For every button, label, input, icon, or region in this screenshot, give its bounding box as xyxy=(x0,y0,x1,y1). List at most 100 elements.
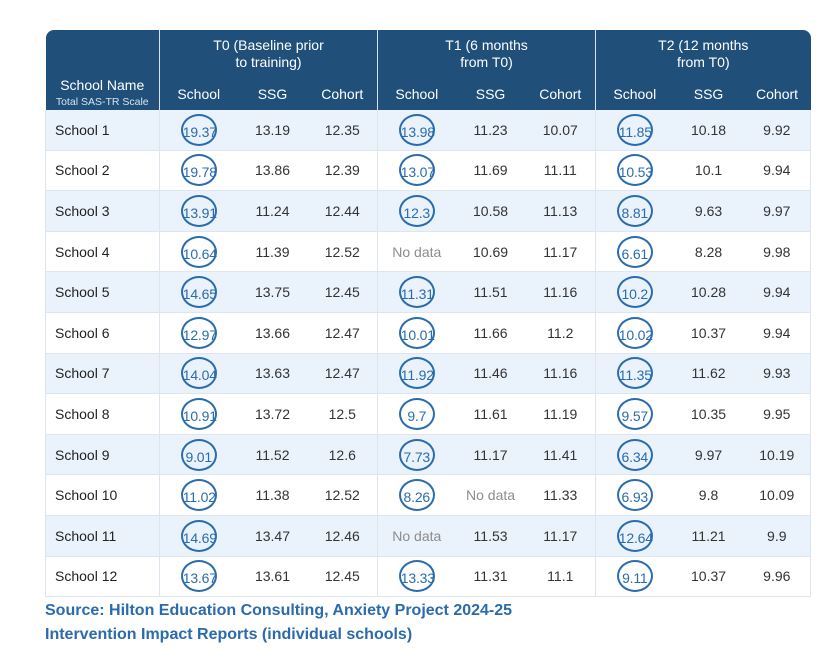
value-cell-t0-ssg: 13.75 xyxy=(237,271,308,313)
table-row: School 9 9.01 11.52 12.6 7.73 11.17 11.41 6.34 9… xyxy=(45,434,812,476)
value-cell-t0-cohort: 12.47 xyxy=(307,312,378,354)
circled-school-value: 12.97 xyxy=(180,316,217,349)
group-header-t0: T0 (Baseline prior to training) xyxy=(158,30,378,78)
circled-school-value: 13.07 xyxy=(398,154,435,187)
circled-school-value: 9.7 xyxy=(398,397,435,430)
value-cell-t1-cohort: 11.17 xyxy=(525,231,596,273)
circled-school-value: 10.53 xyxy=(616,154,653,187)
source-line-2: Intervention Impact Reports (individual … xyxy=(45,626,413,643)
value-cell-t2-cohort: 9.97 xyxy=(743,190,812,232)
circled-school-value: 10.64 xyxy=(180,235,217,268)
circled-school-value: 11.92 xyxy=(398,357,435,390)
table-row: School 4 10.64 11.39 12.52 No data 10.69 11.17… xyxy=(45,231,812,273)
subheader-t0-ssg: SSG xyxy=(257,86,288,102)
group-header-t0-line2: to training) xyxy=(235,54,302,70)
value-cell-t2-ssg: 11.62 xyxy=(673,353,744,395)
school-name-header-label: School Name xyxy=(60,77,145,93)
subheader-t2-school: School xyxy=(595,78,674,110)
value-cell-t0-ssg: 11.24 xyxy=(237,190,308,232)
circled-school-value: 9.57 xyxy=(616,397,653,430)
value-cell-t0-ssg: 11.39 xyxy=(237,231,308,273)
school-name-cell: School 2 xyxy=(45,150,160,192)
value-cell-t1-ssg: 11.51 xyxy=(455,271,526,313)
value-cell-t0-school: 13.91 xyxy=(159,190,238,232)
circled-school-value: 11.85 xyxy=(616,113,653,146)
group-header-t2-line1: T2 (12 months xyxy=(658,37,749,53)
value-cell-t2-ssg: 9.63 xyxy=(673,190,744,232)
value-cell-t0-school: 19.37 xyxy=(159,110,238,151)
table-row: School 10 11.02 11.38 12.52 8.26 No data 11.33… xyxy=(45,474,812,516)
value-cell-t1-ssg: 10.58 xyxy=(455,190,526,232)
value-cell-t2-school: 8.81 xyxy=(595,190,674,232)
circled-school-value: 12.64 xyxy=(616,519,653,552)
value-cell-t0-ssg: 11.52 xyxy=(237,434,308,476)
value-cell-t1-school: 13.98 xyxy=(377,110,456,151)
value-cell-t0-school: 10.91 xyxy=(159,393,238,435)
circled-school-value: 6.61 xyxy=(616,235,653,268)
value-cell-t1-cohort: 10.07 xyxy=(525,110,596,151)
circled-school-value: 14.04 xyxy=(180,357,217,390)
table-row: School 6 12.97 13.66 12.47 10.01 11.66 11.2 10.… xyxy=(45,312,812,354)
value-cell-t0-ssg: 13.47 xyxy=(237,515,308,557)
value-cell-t1-ssg: 11.66 xyxy=(455,312,526,354)
value-cell-t2-school: 11.35 xyxy=(595,353,674,395)
value-cell-t1-ssg: 11.46 xyxy=(455,353,526,395)
value-cell-t1-school: 11.31 xyxy=(377,271,456,313)
subheader-t2-cohort: Cohort xyxy=(756,86,799,102)
group-header-t0-line1: T0 (Baseline prior xyxy=(213,37,324,53)
value-cell-t1-school: 9.7 xyxy=(377,393,456,435)
value-cell-t0-school: 13.67 xyxy=(159,556,238,598)
value-cell-t0-ssg: 11.38 xyxy=(237,474,308,516)
no-data-label: No data xyxy=(466,487,516,504)
value-cell-t1-cohort: 11.13 xyxy=(525,190,596,232)
value-cell-t0-school: 10.64 xyxy=(159,231,238,273)
value-cell-t0-cohort: 12.45 xyxy=(307,271,378,313)
value-cell-t2-cohort: 9.93 xyxy=(743,353,812,395)
value-cell-t0-school: 12.97 xyxy=(159,312,238,354)
value-cell-t0-cohort: 12.44 xyxy=(307,190,378,232)
value-cell-t2-cohort: 9.96 xyxy=(743,556,812,598)
circled-school-value: 13.33 xyxy=(398,560,435,593)
value-cell-t2-ssg: 10.28 xyxy=(673,271,744,313)
value-cell-t1-cohort: 11.11 xyxy=(525,150,596,192)
table-row: School 11 14.69 13.47 12.46 No data 11.53 11.1… xyxy=(45,515,812,557)
value-cell-t1-cohort: 11.41 xyxy=(525,434,596,476)
school-name-header: School Name Total SAS-TR Scale xyxy=(46,30,160,110)
value-cell-t1-school: 7.73 xyxy=(377,434,456,476)
school-name-cell: School 1 xyxy=(45,110,160,151)
value-cell-t0-ssg: 13.63 xyxy=(237,353,308,395)
value-cell-t1-cohort: 11.2 xyxy=(525,312,596,354)
circled-school-value: 10.2 xyxy=(616,276,653,309)
value-cell-t1-ssg: 11.53 xyxy=(455,515,526,557)
subheader-t1-school: School xyxy=(377,78,456,110)
subheader-t1-cohort: Cohort xyxy=(539,86,582,102)
circled-school-value: 13.67 xyxy=(180,560,217,593)
circled-school-value: 12.3 xyxy=(398,194,435,227)
value-cell-t2-ssg: 10.35 xyxy=(673,393,744,435)
subheader-t2-ssg: SSG xyxy=(693,86,724,102)
source-note: Source: Hilton Education Consulting, Anx… xyxy=(45,599,512,647)
value-cell-t0-school: 14.65 xyxy=(159,271,238,313)
school-name-cell: School 3 xyxy=(45,190,160,232)
no-data-label: No data xyxy=(392,243,442,260)
value-cell-t1-ssg: 11.23 xyxy=(455,110,526,151)
value-cell-t2-school: 6.34 xyxy=(595,434,674,476)
no-data-label: No data xyxy=(392,527,442,544)
value-cell-t1-school: 8.26 xyxy=(377,474,456,516)
school-name-cell: School 8 xyxy=(45,393,160,435)
value-cell-t2-ssg: 11.21 xyxy=(673,515,744,557)
group-header-row: School Name Total SAS-TR Scale T0 (Basel… xyxy=(45,30,811,108)
value-cell-t0-ssg: 13.19 xyxy=(237,110,308,151)
circled-school-value: 19.37 xyxy=(180,113,217,146)
value-cell-t2-school: 11.85 xyxy=(595,110,674,151)
circled-school-value: 10.01 xyxy=(398,316,435,349)
school-name-cell: School 9 xyxy=(45,434,160,476)
value-cell-t2-cohort: 9.9 xyxy=(743,515,812,557)
table-row: School 1 19.37 13.19 12.35 13.98 11.23 10.07 11… xyxy=(45,110,812,151)
value-cell-t0-ssg: 13.86 xyxy=(237,150,308,192)
value-cell-t2-cohort: 10.09 xyxy=(743,474,812,516)
value-cell-t1-cohort: 11.19 xyxy=(525,393,596,435)
circled-school-value: 10.91 xyxy=(180,397,217,430)
circled-school-value: 7.73 xyxy=(398,438,435,471)
table-row: School 5 14.65 13.75 12.45 11.31 11.51 11.16 10… xyxy=(45,271,812,313)
